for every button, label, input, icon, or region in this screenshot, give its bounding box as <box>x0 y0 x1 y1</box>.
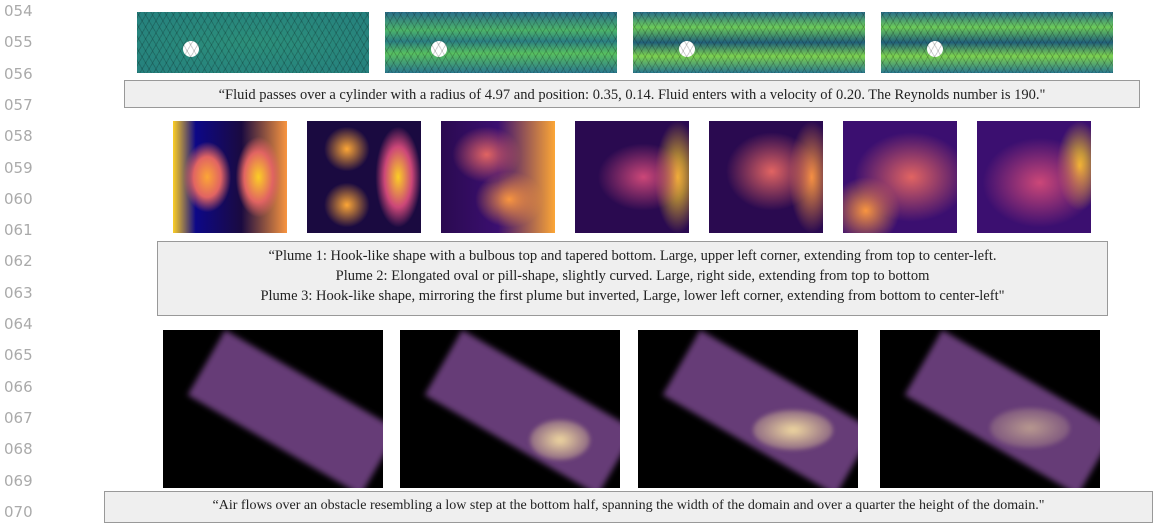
plume-image <box>843 121 957 233</box>
caption-line: “Air flows over an obstacle resembling a… <box>105 496 1152 516</box>
line-number: 062 <box>4 252 46 270</box>
line-number: 059 <box>4 159 46 177</box>
flow-image <box>385 12 617 73</box>
line-number: 070 <box>4 503 46 521</box>
volume-image <box>400 330 620 488</box>
line-number: 057 <box>4 96 46 114</box>
line-number: 056 <box>4 65 46 83</box>
caption: “Plume 1: Hook-like shape with a bulbous… <box>157 241 1108 316</box>
line-number: 063 <box>4 284 46 302</box>
line-number: 068 <box>4 440 46 458</box>
flow-image <box>137 12 369 73</box>
volume-image <box>638 330 858 488</box>
line-number: 067 <box>4 409 46 427</box>
volume-image <box>880 330 1100 488</box>
line-number: 066 <box>4 378 46 396</box>
caption-line: “Fluid passes over a cylinder with a rad… <box>125 85 1139 105</box>
line-number: 069 <box>4 472 46 490</box>
plume-image <box>709 121 823 233</box>
line-number: 061 <box>4 221 46 239</box>
plume-image <box>307 121 421 233</box>
flow-image <box>881 12 1113 73</box>
flow-image <box>633 12 865 73</box>
plume-image <box>575 121 689 233</box>
plume-image <box>441 121 555 233</box>
line-number: 058 <box>4 127 46 145</box>
page: 054 055 056 057 058 059 060 061 062 063 064 065 066 0… <box>0 0 1156 527</box>
caption: “Air flows over an obstacle resembling a… <box>104 491 1153 523</box>
plume-image <box>977 121 1091 233</box>
caption-line: Plume 3: Hook-like shape, mirroring the … <box>158 286 1107 306</box>
line-number: 064 <box>4 315 46 333</box>
caption-line: “Plume 1: Hook-like shape with a bulbous… <box>158 246 1107 266</box>
line-number: 065 <box>4 346 46 364</box>
plume-image <box>173 121 287 233</box>
caption: “Fluid passes over a cylinder with a rad… <box>124 80 1140 108</box>
volume-image <box>163 330 383 488</box>
line-number: 054 <box>4 2 46 20</box>
caption-line: Plume 2: Elongated oval or pill-shape, s… <box>158 266 1107 286</box>
line-number: 055 <box>4 33 46 51</box>
line-number: 060 <box>4 190 46 208</box>
